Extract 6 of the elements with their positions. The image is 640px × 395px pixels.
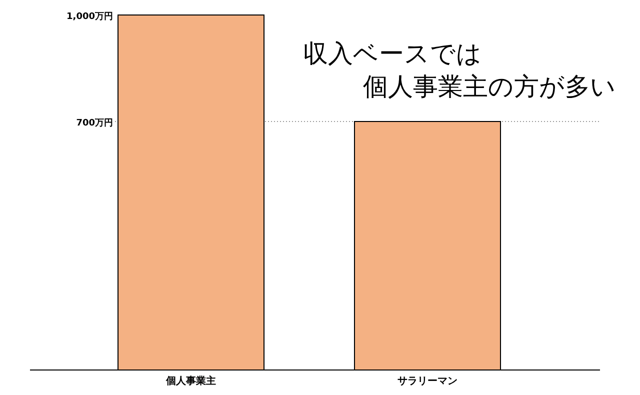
y-tick-label: 1,000万円 — [66, 11, 113, 22]
x-tick-label: サラリーマン — [398, 376, 458, 387]
annotation: 個人事業主の方が多い — [363, 72, 616, 101]
annotation: 収入ベースでは — [303, 39, 482, 68]
x-tick-label: 個人事業主 — [165, 375, 216, 387]
y-tick-label: 700万円 — [76, 118, 113, 128]
